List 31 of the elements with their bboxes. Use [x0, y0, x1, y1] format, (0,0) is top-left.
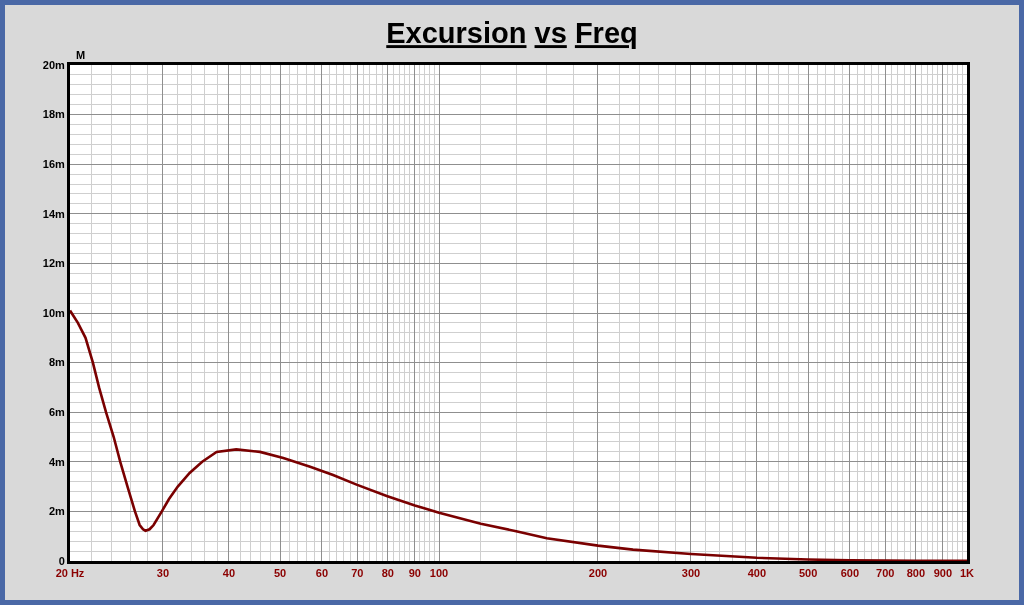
- x-tick-label: 60: [315, 567, 329, 580]
- x-tick-label: 30: [156, 567, 170, 580]
- x-tick-label: 300: [681, 567, 701, 580]
- x-tick-label: 200: [588, 567, 608, 580]
- x-tick-label: 1K: [959, 567, 975, 580]
- x-tick-label: 700: [876, 567, 895, 580]
- y-tick-label: 10m: [42, 306, 65, 319]
- chart-title: Excursion vs Freq: [386, 17, 638, 50]
- x-tick-label: 50: [273, 567, 287, 580]
- y-tick-label: 4m: [48, 455, 66, 468]
- x-tick-label: 400: [747, 567, 767, 580]
- y-tick-label: 12m: [42, 257, 65, 270]
- y-tick-label: 0: [58, 554, 65, 567]
- y-tick-label: 16m: [42, 158, 65, 171]
- y-axis-title: M: [76, 49, 86, 61]
- y-tick-label: 2m: [48, 505, 66, 518]
- x-tick-label: 900: [933, 567, 953, 580]
- y-tick-label: 14m: [42, 207, 65, 220]
- x-tick-label: 80: [381, 567, 394, 580]
- x-tick-label: 500: [798, 567, 818, 580]
- y-tick-label: 6m: [48, 406, 66, 419]
- x-tick-label: 40: [222, 567, 236, 580]
- x-tick-label: 100: [429, 567, 449, 580]
- x-tick-label: 800: [906, 567, 926, 580]
- x-tick-label: 70: [351, 567, 364, 580]
- y-tick-label: 8m: [48, 356, 66, 369]
- x-tick-label: 600: [840, 567, 860, 580]
- y-tick-label: 20m: [42, 58, 65, 71]
- x-tick-label: 90: [408, 567, 421, 580]
- y-tick-label: 18m: [42, 108, 65, 121]
- x-tick-label: 20 Hz: [55, 567, 85, 580]
